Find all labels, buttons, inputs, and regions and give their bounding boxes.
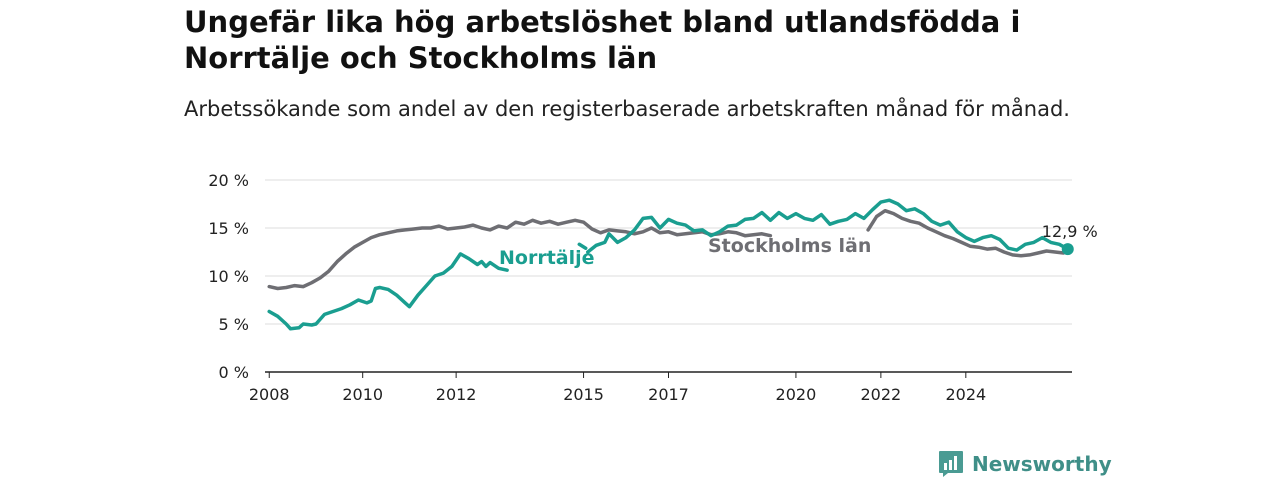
y-tick-label: 10 % xyxy=(208,267,249,286)
x-tick-label: 2012 xyxy=(436,385,477,404)
x-tick-label: 2008 xyxy=(249,385,290,404)
y-tick-label: 15 % xyxy=(208,219,249,238)
series-line-stockholm xyxy=(866,208,1070,258)
end-value-label: 12,9 % xyxy=(1042,222,1098,241)
x-tick-label: 2024 xyxy=(945,385,986,404)
series-lines xyxy=(267,198,1070,331)
newsworthy-chart-logo-icon xyxy=(939,451,963,477)
y-tick-label: 20 % xyxy=(208,171,249,190)
x-tick-label: 2022 xyxy=(861,385,902,404)
x-tick-label: 2020 xyxy=(776,385,817,404)
y-axis-ticks: 0 % 5 % 10 % 15 % 20 % xyxy=(208,171,249,382)
series-line-norrtalje xyxy=(577,242,588,250)
newsworthy-brand: Newsworthy xyxy=(938,450,1112,478)
series-label-norrtalje: Norrtälje xyxy=(499,247,595,269)
x-tick-label: 2015 xyxy=(563,385,604,404)
chart-title: Ungefär lika hög arbetslöshet bland utla… xyxy=(184,5,1021,75)
series-line-norrtalje xyxy=(267,252,509,331)
x-tick-label: 2017 xyxy=(648,385,689,404)
brand-name: Newsworthy xyxy=(972,452,1112,476)
series-line-norrtalje xyxy=(586,198,1070,254)
end-point-marker xyxy=(1061,243,1074,256)
y-tick-label: 5 % xyxy=(219,315,249,334)
chart-subtitle: Arbetssökande som andel av den registerb… xyxy=(184,97,1070,121)
series-labels: 12,9 % Norrtälje Stockholms län xyxy=(499,222,1098,269)
series-label-stockholm: Stockholms län xyxy=(708,235,871,257)
grid-lines xyxy=(265,179,1072,373)
x-tick-label: 2010 xyxy=(342,385,383,404)
series-line-stockholm xyxy=(267,218,773,291)
y-tick-label: 0 % xyxy=(219,363,249,382)
x-axis-ticks: 2008 2010 2012 2015 2017 2020 2022 2024 xyxy=(249,372,986,404)
